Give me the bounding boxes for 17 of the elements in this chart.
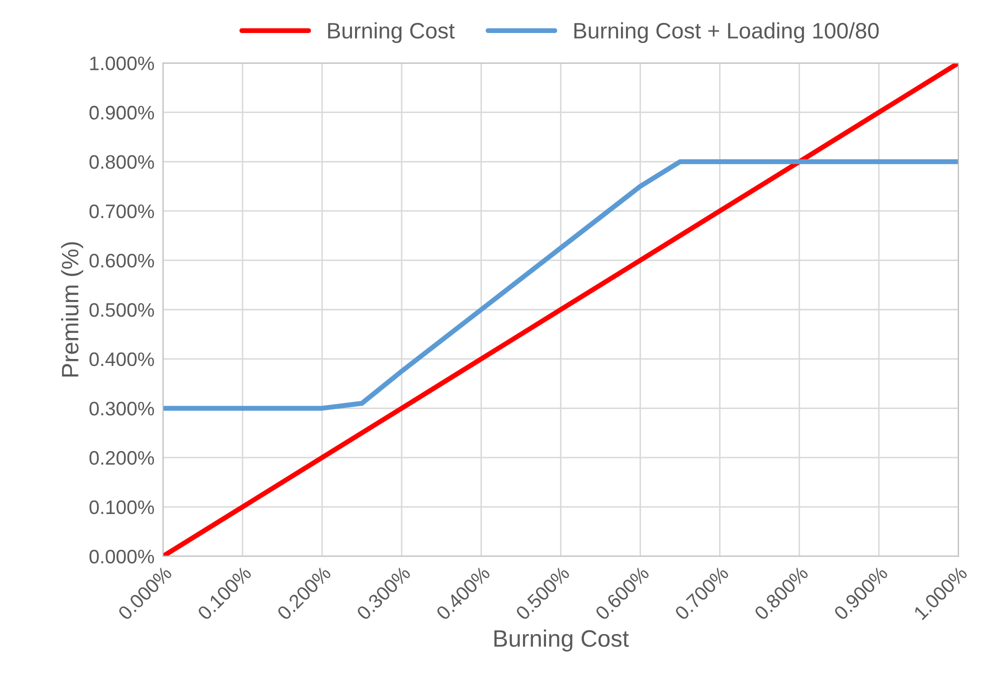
- y-tick-label: 0.100%: [89, 500, 154, 514]
- y-tick-label: 0.300%: [89, 402, 154, 416]
- y-tick-label: 0.700%: [89, 204, 154, 218]
- y-tick-label: 0.800%: [89, 155, 154, 169]
- legend-label: Burning Cost + Loading 100/80: [574, 22, 879, 44]
- line-series: [163, 63, 958, 556]
- y-tick-label: 0.200%: [89, 451, 154, 465]
- y-tick-label: 0.400%: [89, 352, 154, 366]
- y-tick-label: 0.000%: [89, 550, 154, 564]
- y-tick-label: 0.600%: [89, 254, 154, 268]
- x-axis-title: Burning Cost: [494, 630, 629, 652]
- line-series: [163, 159, 958, 411]
- legend-label: Burning Cost: [328, 22, 455, 44]
- y-tick-label: 0.500%: [89, 303, 154, 317]
- y-axis-title: Premium (%): [61, 242, 84, 377]
- y-tick-label: 0.900%: [89, 106, 154, 120]
- y-tick-label: 1.000%: [90, 56, 154, 70]
